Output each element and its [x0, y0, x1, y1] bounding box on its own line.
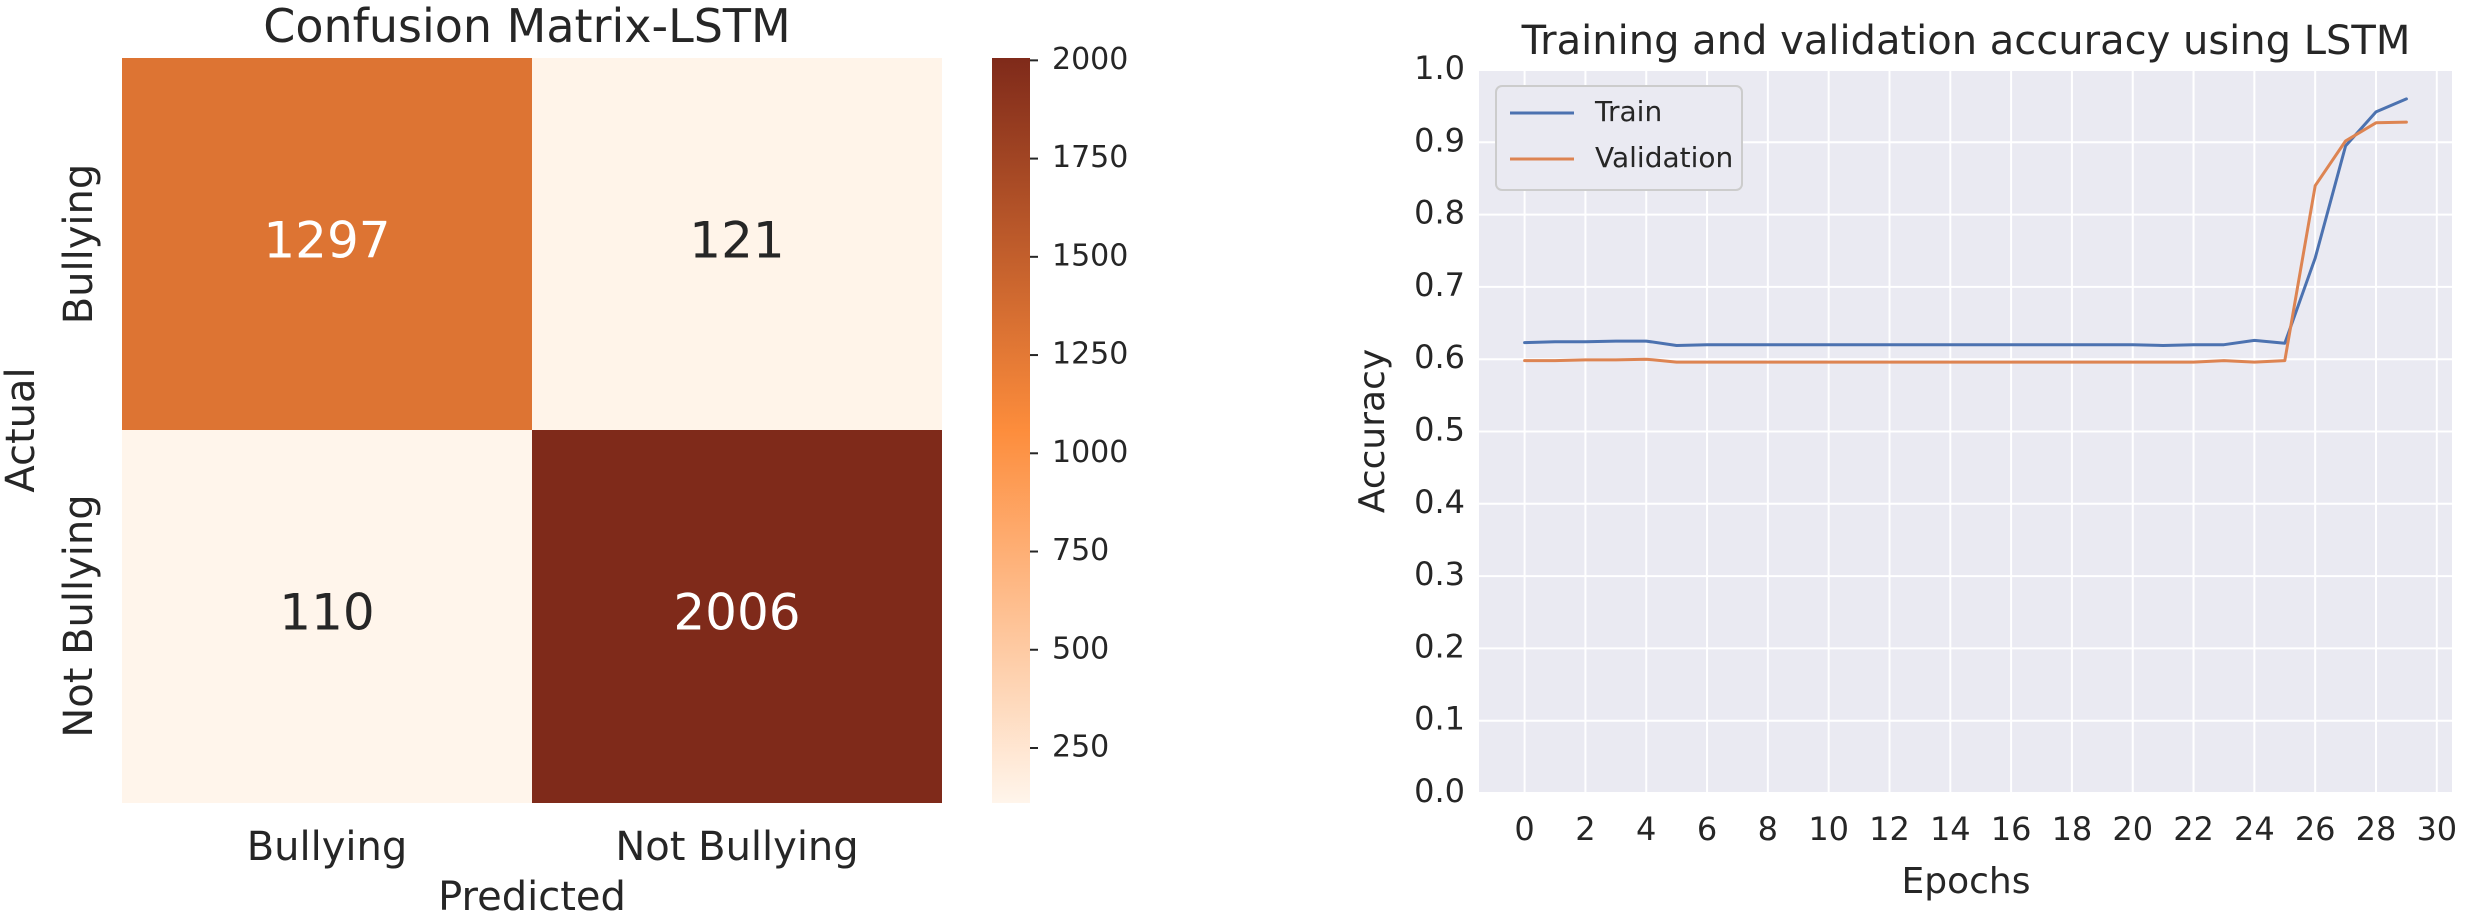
- x-tick-label: 24: [2234, 810, 2275, 848]
- legend-label-validation: Validation: [1595, 141, 1733, 174]
- y-tick-label: 0.1: [1414, 700, 1465, 738]
- cm-xtick-bullying: Bullying: [247, 824, 408, 870]
- cm-ylabel: Actual: [0, 367, 44, 492]
- x-tick-label: 26: [2295, 810, 2336, 848]
- y-tick-label: 0.6: [1414, 338, 1465, 376]
- x-tick-label: 12: [1869, 810, 1910, 848]
- x-tick-label: 20: [2112, 810, 2153, 848]
- colorbar-tick-label: 1250: [1052, 337, 1128, 372]
- x-tick-label: 14: [1930, 810, 1971, 848]
- x-ticks: 0 2 4 6 8 10 12 14 16 18 20 22 24 26 28 30: [1514, 810, 2457, 848]
- legend-label-train: Train: [1594, 95, 1662, 128]
- colorbar: [992, 58, 1030, 803]
- y-tick-label: 0.5: [1414, 411, 1465, 449]
- colorbar-tick-label: 1750: [1052, 140, 1128, 175]
- series-line-train: [1523, 97, 2408, 347]
- x-tick-label: 10: [1808, 810, 1849, 848]
- x-tick-label: 8: [1758, 810, 1778, 848]
- cm-value-not-bullying-not-bullying: 2006: [673, 584, 800, 642]
- cm-value-not-bullying-bullying: 110: [279, 584, 374, 642]
- cm-cell-bullying-not-bullying: [532, 58, 942, 430]
- cm-title: Confusion Matrix-LSTM: [263, 0, 790, 53]
- cm-cell-bullying-bullying: [122, 58, 532, 430]
- cm-ytick-bullying: Bullying: [56, 164, 102, 325]
- line-xlabel: Epochs: [1902, 861, 2031, 902]
- colorbar-tick-label: 500: [1052, 631, 1109, 666]
- colorbar-tick-label: 250: [1052, 729, 1109, 764]
- x-tick-label: 16: [1991, 810, 2032, 848]
- cm-value-bullying-bullying: 1297: [263, 212, 390, 270]
- y-tick-label: 1.0: [1414, 49, 1465, 87]
- y-tick-label: 0.0: [1414, 772, 1465, 810]
- confusion-matrix-chart: Confusion Matrix-LSTM 1297 121 110 2006 …: [0, 0, 1128, 917]
- y-tick-label: 0.3: [1414, 555, 1465, 593]
- cm-value-bullying-not-bullying: 121: [689, 212, 784, 270]
- x-tick-label: 22: [2173, 810, 2214, 848]
- x-tick-label: 28: [2356, 810, 2397, 848]
- x-tick-label: 18: [2052, 810, 2093, 848]
- line-ylabel: Accuracy: [1352, 349, 1393, 513]
- legend: Train Validation: [1495, 85, 1743, 191]
- cm-xtick-not-bullying: Not Bullying: [615, 824, 858, 870]
- series-line-validation: [1523, 120, 2408, 364]
- series-lines: [1523, 97, 2408, 364]
- x-tick-label: 0: [1514, 810, 1534, 848]
- accuracy-line-chart: Training and validation accuracy using L…: [1352, 18, 2457, 902]
- cm-xlabel: Predicted: [438, 874, 626, 917]
- cm-ytick-not-bullying: Not Bullying: [56, 494, 102, 737]
- y-tick-label: 0.8: [1414, 194, 1465, 232]
- y-tick-label: 0.9: [1414, 121, 1465, 159]
- y-tick-label: 0.2: [1414, 627, 1465, 665]
- x-tick-label: 4: [1636, 810, 1656, 848]
- colorbar-tick-label: 2000: [1052, 42, 1128, 77]
- y-tick-label: 0.4: [1414, 483, 1465, 521]
- grid: [1479, 69, 2452, 794]
- colorbar-tick-label: 1000: [1052, 435, 1128, 470]
- x-tick-label: 30: [2416, 810, 2457, 848]
- y-tick-label: 0.7: [1414, 266, 1465, 304]
- colorbar-tick-label: 750: [1052, 533, 1109, 568]
- x-tick-label: 2: [1575, 810, 1595, 848]
- colorbar-tick-label: 1500: [1052, 238, 1128, 273]
- x-tick-label: 6: [1697, 810, 1717, 848]
- colorbar-ticks: 250 500 750 1000 1250 1500 1750 2000: [1030, 42, 1128, 764]
- line-title: Training and validation accuracy using L…: [1521, 18, 2411, 64]
- cm-cells: [122, 58, 942, 803]
- y-ticks: 0.0 0.1 0.2 0.3 0.4 0.5 0.6 0.7 0.8 0.9 1.0: [1414, 49, 1465, 810]
- cm-cell-not-bullying-bullying: [122, 430, 532, 803]
- cm-cell-not-bullying-not-bullying: [532, 430, 942, 803]
